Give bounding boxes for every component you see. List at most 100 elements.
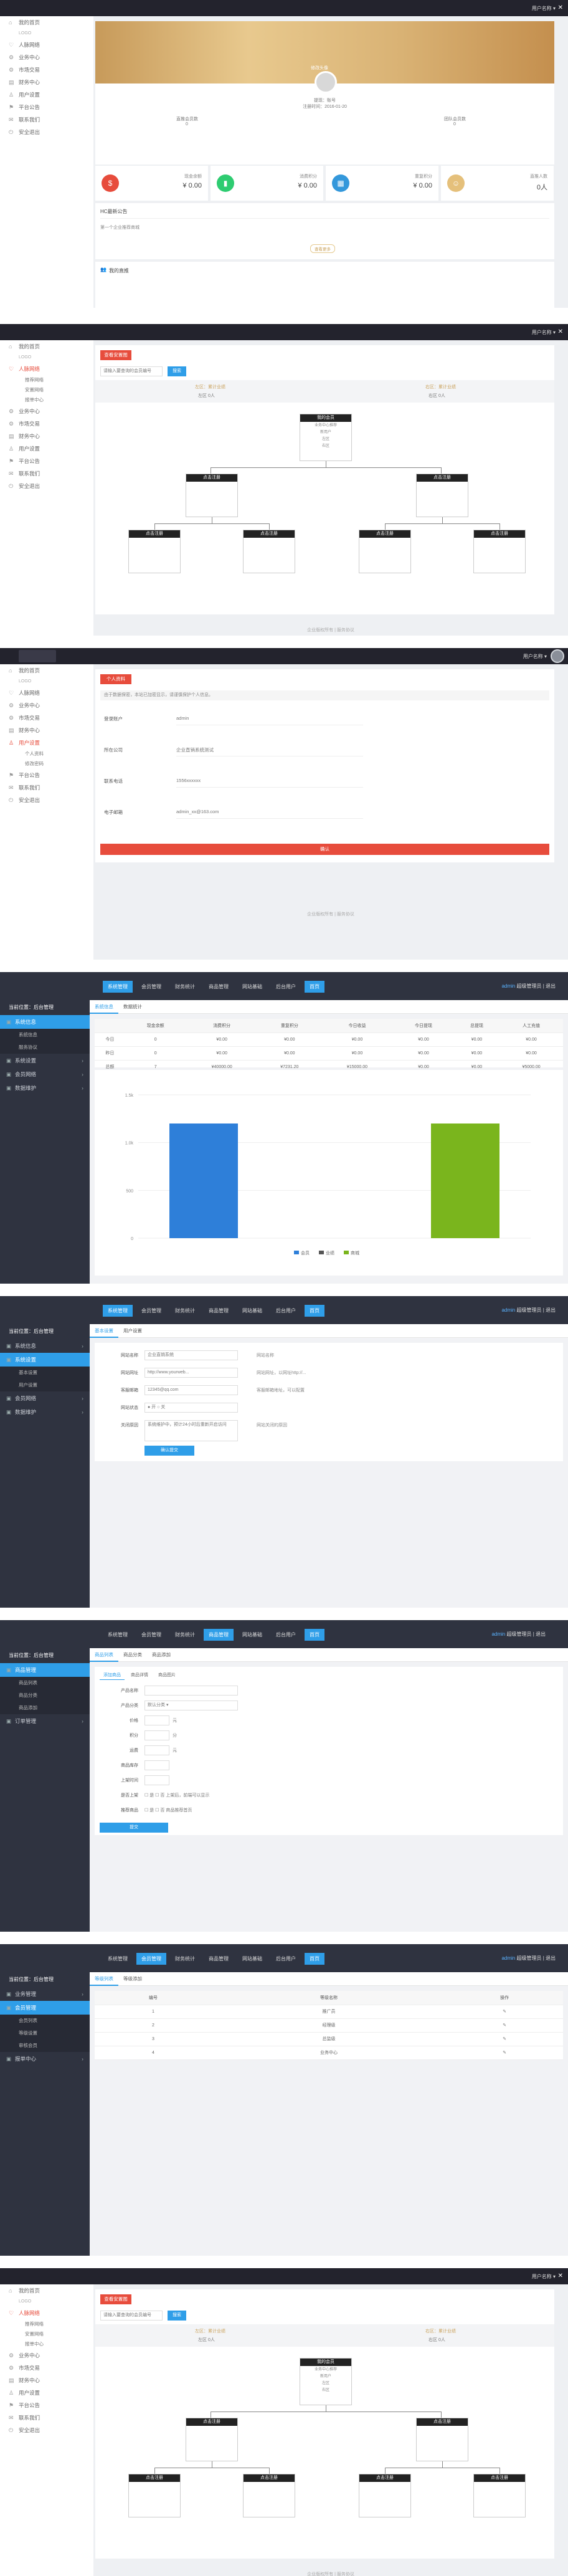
- sidebar-subitem[interactable]: 安置网络: [25, 387, 44, 393]
- sidebar-item-5[interactable]: ▤ 财务中心: [0, 430, 93, 442]
- admin-sidebar-subitem[interactable]: 系统信息: [0, 1029, 90, 1041]
- admin-sidebar-item-1[interactable]: ▣ 系统设置: [0, 1353, 90, 1367]
- view-tree-button[interactable]: 查看安置图: [100, 350, 131, 360]
- close-icon[interactable]: ✕: [557, 2273, 563, 2279]
- submit-button[interactable]: 提交: [100, 1823, 168, 1833]
- tree-grandchild-node[interactable]: 点击注册: [243, 2474, 295, 2517]
- goods-subtab-2[interactable]: 商品图片: [158, 1673, 176, 1677]
- sidebar-item-5[interactable]: ▤ 财务中心: [0, 2374, 93, 2387]
- admin-nav-item-3[interactable]: 商品管理: [209, 984, 229, 990]
- admin-sidebar-subitem[interactable]: 会员列表: [0, 2015, 90, 2027]
- goods-subtab-0[interactable]: 添加商品: [100, 1671, 125, 1680]
- submit-button[interactable]: 确认提交: [144, 1446, 194, 1456]
- sidebar-item-9[interactable]: ⏻ 安全退出: [0, 126, 93, 138]
- tree-grandchild-node[interactable]: 点击注册: [359, 530, 411, 573]
- avatar[interactable]: [315, 71, 337, 93]
- admin-sidebar-subitem[interactable]: 商品列表: [0, 1677, 90, 1689]
- sidebar-item-0[interactable]: ⌂ 我的首页: [0, 340, 93, 353]
- admin-nav-item-5[interactable]: 后台用户: [276, 1308, 296, 1314]
- admin-nav-item-6[interactable]: 首页: [305, 1953, 324, 1965]
- admin-sidebar-item-0[interactable]: ▣ 业务管理 ›: [0, 1987, 90, 2001]
- admin-sidebar-item-0[interactable]: ▣ 商品管理: [0, 1663, 90, 1677]
- admin-nav-item-0[interactable]: 系统管理: [108, 1632, 128, 1638]
- tab-1[interactable]: 用户设置: [123, 1328, 142, 1333]
- admin-sidebar-item-1[interactable]: ▣ 会员管理: [0, 2001, 90, 2015]
- sidebar-subitem[interactable]: 推荐网络: [25, 2321, 44, 2327]
- admin-nav-item-6[interactable]: 首页: [305, 1305, 324, 1317]
- user-menu[interactable]: 用户名称 ▾: [523, 654, 547, 659]
- sidebar-subitem[interactable]: 报单中心: [25, 397, 44, 403]
- admin-nav-item-4[interactable]: 网站基础: [242, 1632, 262, 1638]
- bar[interactable]: [169, 1123, 238, 1238]
- admin-nav-item-1[interactable]: 会员管理: [141, 1632, 161, 1638]
- sidebar-item-5[interactable]: ▤ 财务中心: [0, 76, 93, 88]
- admin-sidebar-item-0[interactable]: ▣ 系统信息: [0, 1015, 90, 1029]
- profile-field-value[interactable]: 企业直销系统测试: [176, 747, 363, 756]
- view-tree-button[interactable]: 查看安置图: [100, 2294, 131, 2304]
- admin-nav-item-1[interactable]: 会员管理: [141, 984, 161, 990]
- sidebar-item-8[interactable]: ✉ 联系我们: [0, 781, 93, 794]
- setting-input[interactable]: ● 开 ○ 关: [144, 1403, 238, 1413]
- sidebar-item-2[interactable]: ♡ 人脉网络: [0, 363, 93, 375]
- sidebar-item-6[interactable]: ♙ 用户设置: [0, 88, 93, 101]
- sidebar-subitem[interactable]: 个人资料: [25, 751, 44, 756]
- edit-icon[interactable]: ✎: [503, 2023, 506, 2028]
- sidebar-subitem[interactable]: 修改密码: [25, 761, 44, 766]
- sidebar-item-9[interactable]: ⏻ 安全退出: [0, 2424, 93, 2436]
- sidebar-item-3[interactable]: ⚙ 业务中心: [0, 2349, 93, 2362]
- admin-sidebar-item-3[interactable]: ▣ 数据维护 ›: [0, 1405, 90, 1419]
- admin-nav-item-2[interactable]: 财务统计: [175, 1308, 195, 1314]
- admin-nav-item-3[interactable]: 商品管理: [209, 1308, 229, 1314]
- sidebar-item-7[interactable]: ⚑ 平台公告: [0, 455, 93, 467]
- admin-sidebar-item-2[interactable]: ▣ 报单中心 ›: [0, 2052, 90, 2066]
- admin-nav-item-5[interactable]: 后台用户: [276, 1956, 296, 1962]
- sidebar-item-4[interactable]: ⚙ 市场交易: [0, 417, 93, 430]
- goods-option[interactable]: ☐ 是 ☐ 否 商品推荐首页: [144, 1808, 192, 1813]
- tab-1[interactable]: 等级添加: [123, 1976, 142, 1982]
- tree-grandchild-node[interactable]: 点击注册: [128, 530, 181, 573]
- legend-label[interactable]: 商城: [351, 1250, 359, 1256]
- sidebar-subitem[interactable]: 报单中心: [25, 2341, 44, 2347]
- admin-nav-item-5[interactable]: 后台用户: [276, 1632, 296, 1638]
- admin-nav-item-3[interactable]: 商品管理: [209, 1956, 229, 1962]
- admin-nav-item-1[interactable]: 会员管理: [136, 1953, 166, 1965]
- tab-0[interactable]: 系统信息: [90, 1000, 118, 1014]
- sidebar-item-9[interactable]: ⏻ 安全退出: [0, 480, 93, 492]
- user-menu[interactable]: 用户名称 ▾: [531, 6, 556, 11]
- admin-nav-item-4[interactable]: 网站基础: [242, 984, 262, 990]
- admin-nav-item-2[interactable]: 财务统计: [175, 1956, 195, 1962]
- admin-nav-item-5[interactable]: 后台用户: [276, 984, 296, 990]
- tree-root-node[interactable]: 我的会员 业务中心推荐 新用户 左区 右区: [300, 414, 352, 461]
- search-button[interactable]: 搜索: [168, 2311, 186, 2321]
- tab-2[interactable]: 商品添加: [152, 1652, 171, 1658]
- admin-sidebar-subitem[interactable]: 审核会员: [0, 2039, 90, 2052]
- legend-label[interactable]: 会员: [301, 1250, 310, 1256]
- tab-0[interactable]: 商品列表: [90, 1648, 118, 1662]
- tree-root-node[interactable]: 我的会员 业务中心推荐 新用户 左区 右区: [300, 2358, 352, 2405]
- goods-input[interactable]: [144, 1760, 169, 1770]
- goods-input[interactable]: [144, 1775, 169, 1785]
- tree-child-node[interactable]: 点击注册: [186, 2418, 238, 2461]
- sidebar-item-2[interactable]: ♡ 人脉网络: [0, 2307, 93, 2319]
- user-menu[interactable]: 用户名称 ▾: [531, 330, 556, 335]
- goods-input[interactable]: 默认分类 ▾: [144, 1701, 238, 1710]
- close-icon[interactable]: ✕: [557, 4, 563, 11]
- admin-nav-item-6[interactable]: 首页: [305, 981, 324, 993]
- admin-sidebar-subitem[interactable]: 商品添加: [0, 1702, 90, 1714]
- sidebar-item-0[interactable]: ⌂ 我的首页: [0, 16, 93, 29]
- admin-nav-item-2[interactable]: 财务统计: [175, 1632, 195, 1638]
- sidebar-item-0[interactable]: ⌂ 我的首页: [0, 2284, 93, 2297]
- sidebar-item-7[interactable]: ⚑ 平台公告: [0, 769, 93, 781]
- notice-item[interactable]: 第一个企业推荐商城: [100, 226, 140, 230]
- goods-input[interactable]: [144, 1686, 238, 1696]
- admin-nav-item-4[interactable]: 网站基础: [242, 1308, 262, 1314]
- admin-sidebar-subitem[interactable]: 等级设置: [0, 2027, 90, 2039]
- sidebar-item-9[interactable]: ⏻ 安全退出: [0, 794, 93, 806]
- sidebar-item-2[interactable]: ♡ 人脉网络: [0, 39, 93, 51]
- tab-0[interactable]: 基本设置: [90, 1324, 118, 1338]
- user-menu[interactable]: 用户名称 ▾: [531, 2274, 556, 2279]
- admin-nav-item-2[interactable]: 财务统计: [175, 984, 195, 990]
- goods-input[interactable]: [144, 1715, 169, 1725]
- setting-input[interactable]: 12345@qq.com: [144, 1385, 238, 1395]
- admin-sidebar-item-0[interactable]: ▣ 系统信息 ›: [0, 1339, 90, 1353]
